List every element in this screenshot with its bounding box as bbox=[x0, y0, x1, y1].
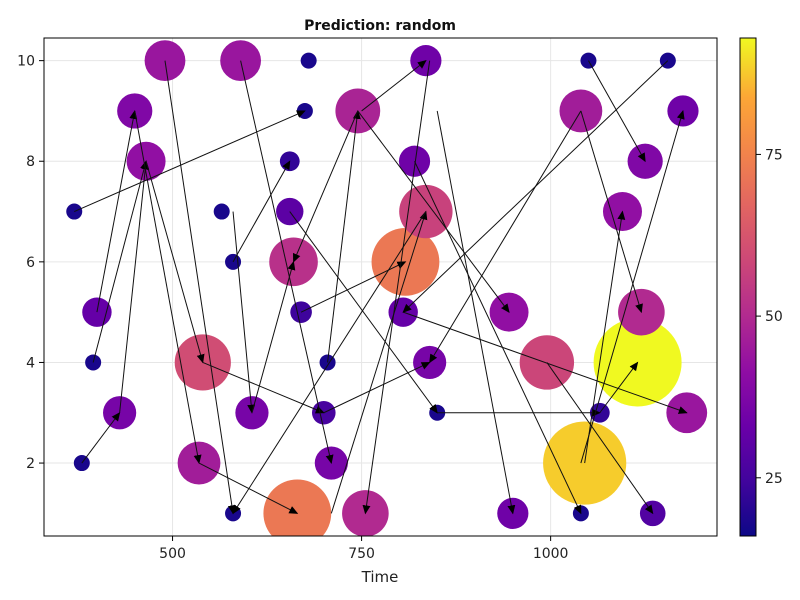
arrow-link bbox=[119, 160, 150, 413]
x-tick-label: 500 bbox=[159, 546, 186, 562]
arrow-link bbox=[546, 362, 654, 515]
colorbar-tick-label: 25 bbox=[765, 471, 783, 487]
y-axis-ticks: 2 4 6 8 10 bbox=[17, 54, 44, 472]
arrow-link bbox=[599, 361, 639, 414]
arrow-link bbox=[251, 260, 296, 413]
y-tick-label: 8 bbox=[26, 154, 35, 170]
chart-title: Prediction: random bbox=[304, 18, 456, 34]
arrow-link bbox=[96, 109, 138, 313]
colorbar-ticks: 25 50 75 bbox=[756, 147, 783, 487]
data-point bbox=[290, 301, 312, 323]
arrow-link bbox=[81, 411, 121, 464]
arrow-links bbox=[74, 60, 688, 515]
data-point bbox=[213, 203, 230, 220]
data-point bbox=[300, 52, 317, 69]
colorbar-tick-label: 75 bbox=[765, 147, 783, 163]
arrow-link bbox=[232, 160, 291, 263]
y-tick-label: 2 bbox=[26, 456, 35, 472]
arrow-link bbox=[164, 60, 236, 515]
arrow-link bbox=[584, 210, 626, 464]
arrow-link bbox=[588, 60, 646, 163]
arrow-link bbox=[134, 110, 202, 465]
data-points bbox=[66, 40, 708, 536]
data-point bbox=[627, 143, 663, 179]
arrow-link bbox=[402, 60, 669, 313]
arrow-link bbox=[580, 110, 643, 314]
arrow-link bbox=[357, 110, 510, 313]
arrow-link bbox=[580, 109, 685, 464]
x-tick-label: 1000 bbox=[533, 546, 569, 562]
arrow-link bbox=[327, 109, 361, 363]
arrow-link bbox=[240, 60, 334, 465]
arrow-link bbox=[74, 110, 306, 213]
y-tick-label: 4 bbox=[26, 355, 35, 371]
arrow-link bbox=[323, 362, 431, 414]
x-axis-ticks: 500 750 1000 bbox=[159, 536, 568, 562]
colorbar-tick-label: 50 bbox=[765, 309, 783, 325]
arrow-link bbox=[292, 110, 359, 263]
arrow-link bbox=[289, 211, 438, 414]
arrow-link bbox=[361, 60, 427, 112]
y-tick-label: 10 bbox=[17, 54, 35, 70]
arrow-link bbox=[92, 160, 148, 363]
arrow-link bbox=[403, 311, 688, 414]
arrow-link bbox=[198, 462, 299, 514]
arrow-link bbox=[429, 110, 582, 364]
arrow-link bbox=[202, 361, 325, 414]
arrow-link bbox=[436, 110, 516, 515]
arrow-link bbox=[232, 211, 427, 515]
arrow-link bbox=[362, 60, 431, 515]
data-point bbox=[410, 45, 442, 77]
x-axis-label: Time bbox=[361, 568, 399, 586]
y-tick-label: 6 bbox=[26, 255, 35, 271]
x-tick-label: 750 bbox=[348, 546, 375, 562]
arrow-link bbox=[330, 210, 428, 514]
arrow-link bbox=[145, 161, 205, 364]
arrow-link bbox=[414, 161, 582, 515]
colorbar bbox=[739, 37, 757, 537]
data-point bbox=[519, 335, 575, 390]
plot-frame bbox=[43, 37, 718, 537]
arrow-link bbox=[232, 211, 256, 414]
